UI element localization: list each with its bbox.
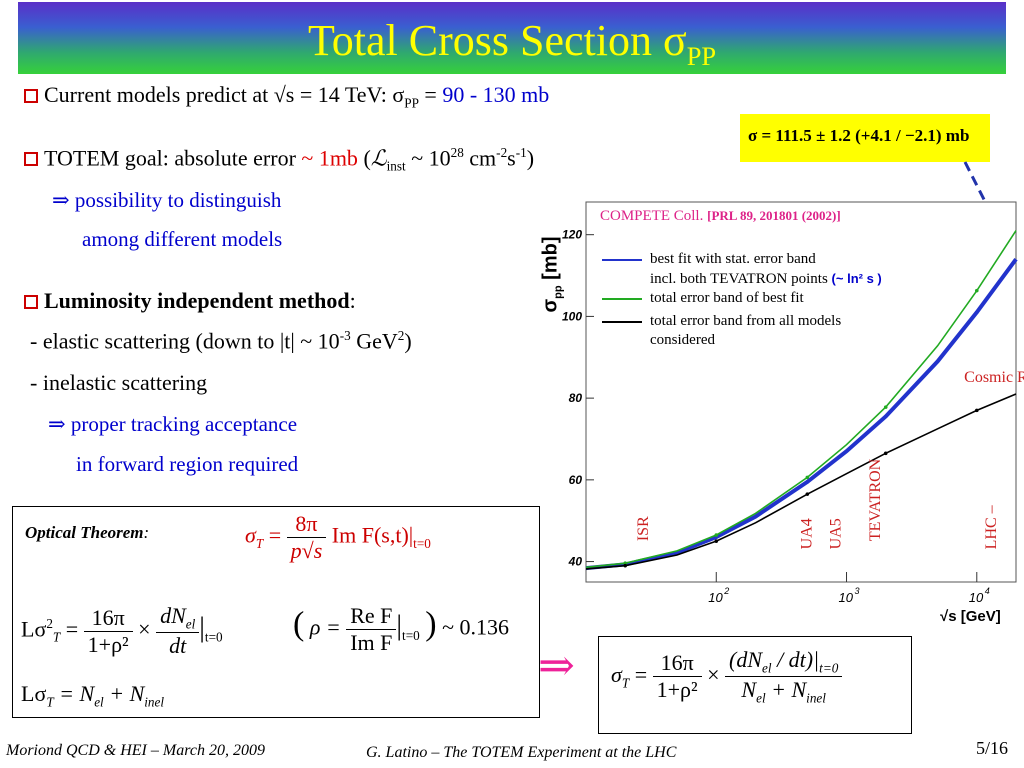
equation-rho: ( ρ = Re F Im F |t=0 ) ~ 0.136	[293, 603, 509, 655]
cross-section-chart: 40 60 80 100 120 10 2 10 3 10 4 ISR UA4 UA5 TEVATRON L…	[540, 200, 1024, 640]
bullet-box-icon	[24, 89, 38, 103]
x-tick-label: 10	[839, 590, 854, 605]
plot-area	[585, 201, 1017, 583]
x-tick-exponent: 3	[855, 586, 860, 596]
series-point	[883, 405, 888, 409]
legend-swatch-green	[602, 297, 642, 300]
x-tick-exponent: 4	[985, 586, 990, 596]
series-point	[974, 408, 979, 413]
series-point	[883, 451, 888, 456]
y-tick-label: 120	[562, 228, 582, 242]
series-point	[805, 492, 810, 496]
bullet-box-icon	[24, 295, 38, 309]
cross-section-formula-box: σ = 111.5 ± 1.2 (+4.1 / −2.1) mb	[740, 114, 990, 162]
y-tick-label: 80	[569, 391, 583, 405]
result-equation: σT = 16π 1+ρ² × (dNel / dt)|t=0 Nel + Nine…	[611, 647, 843, 707]
implies-arrow: ⇒	[538, 641, 575, 690]
y-tick-label: 100	[562, 309, 582, 323]
slide-title: Total Cross Section σPP	[307, 16, 717, 71]
chart-ylabel: σpp [mb]	[539, 236, 565, 313]
optical-theorem-box: Optical Theorem: σT = 8π p√s Im F(s,t)|t=…	[12, 506, 540, 718]
bullet-luminosity: Luminosity independent method:	[24, 288, 356, 314]
chart-annotation: TEVATRON	[867, 458, 884, 541]
series-point	[974, 310, 979, 315]
cross-section-formula: σ = 111.5 ± 1.2 (+4.1 / −2.1) mb	[748, 126, 970, 145]
title-bar: Total Cross Section σPP	[18, 2, 1006, 74]
result-box: σT = 16π 1+ρ² × (dNel / dt)|t=0 Nel + Nine…	[598, 636, 912, 734]
series-point	[623, 563, 628, 568]
page-number: 5/16	[976, 738, 1009, 758]
chart-annotation: Cosmic Rays	[964, 369, 1024, 386]
bullet-current-models: Current models predict at √s = 14 TeV: σ…	[24, 82, 549, 111]
sub-bullet-models: among different models	[82, 227, 283, 251]
equation-sigma-im: σT = 8π p√s Im F(s,t)|t=0	[245, 511, 431, 563]
footer-author: G. Latino – The TOTEM Experiment at the …	[366, 744, 677, 761]
series-point	[805, 475, 810, 480]
chart-legend: best fit with stat. error band incl. bot…	[602, 250, 882, 350]
series-point	[714, 533, 719, 537]
legend-swatch-black	[602, 320, 642, 323]
footer-conference: Moriond QCD & HEI – March 20, 2009	[6, 742, 265, 759]
chart-annotation: ISR	[635, 516, 652, 541]
x-tick-label: 10	[708, 590, 723, 605]
optical-theorem-label: Optical Theorem:	[25, 523, 150, 542]
chart-annotation: LHC –	[983, 504, 1000, 549]
y-tick-label: 60	[569, 473, 583, 487]
sub-bullet-distinguish: ⇒ possibility to distinguish	[52, 188, 282, 212]
chart-xlabel: √s [GeV]	[940, 608, 1001, 625]
x-tick-label: 10	[969, 590, 984, 605]
chart-title: COMPETE Coll. [PRL 89, 201801 (2002)]	[600, 208, 841, 224]
sub-bullet-tracking: ⇒ proper tracking acceptance	[48, 412, 298, 436]
chart-annotation: UA5	[828, 518, 845, 549]
equation-luminosity-sigma2: Lσ2T = 16π 1+ρ² × dNel dt |t=0	[21, 603, 223, 659]
bullet-totem-goal: TOTEM goal: absolute error ~ 1mb (ℒinst …	[24, 145, 534, 175]
legend-swatch-blue	[602, 258, 642, 261]
sub-bullet-forward: in forward region required	[76, 452, 299, 476]
line-elastic-scattering: - elastic scattering (down to |t| ~ 10-3…	[30, 328, 412, 354]
equation-luminosity-sigma: LσT = Nel + Ninel	[21, 681, 165, 710]
line-inelastic-scattering: - inelastic scattering	[30, 370, 208, 395]
x-tick-exponent: 2	[723, 586, 729, 596]
series-point	[805, 480, 810, 484]
bullet-box-icon	[24, 152, 38, 167]
series-point	[883, 414, 888, 419]
y-tick-label: 40	[568, 555, 583, 569]
chart-annotation: UA4	[799, 518, 816, 549]
series-point	[974, 288, 979, 293]
series-point	[714, 539, 719, 543]
